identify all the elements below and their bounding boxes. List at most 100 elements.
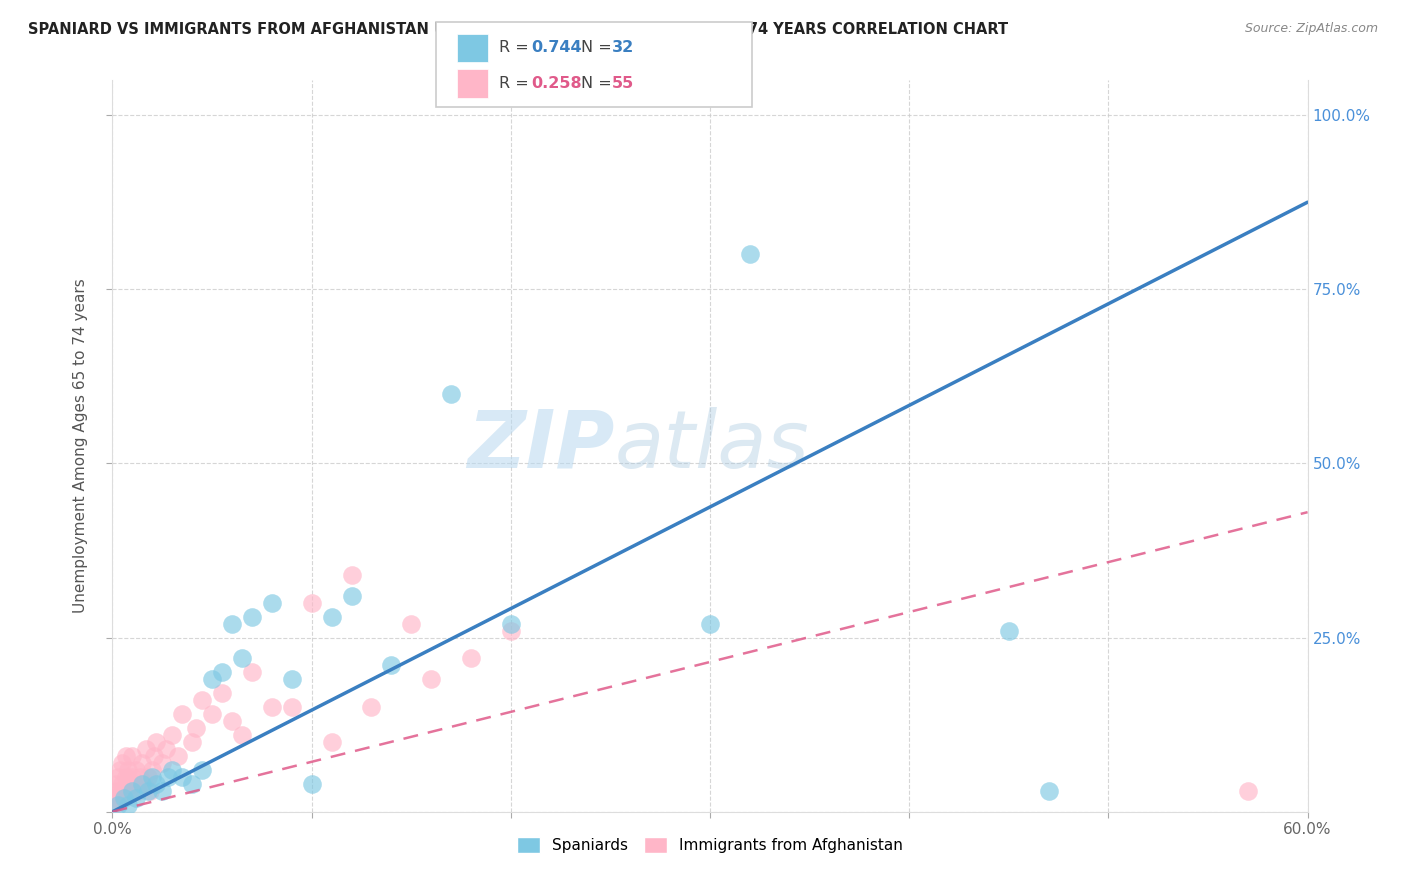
Point: [111, 756, 134, 770]
Point: [111, 790, 134, 805]
Point: [105, 777, 128, 791]
Point: [738, 247, 761, 261]
Point: [135, 742, 157, 756]
Point: [162, 728, 183, 742]
Point: [167, 749, 190, 764]
Point: [240, 609, 263, 624]
Point: [172, 707, 194, 722]
Point: [1038, 784, 1060, 798]
Point: [157, 770, 180, 784]
Point: [121, 784, 143, 798]
Point: [162, 763, 183, 777]
Point: [340, 567, 363, 582]
Point: [125, 763, 148, 777]
Text: N =: N =: [581, 76, 617, 91]
Point: [121, 770, 143, 784]
Point: [186, 721, 208, 735]
Point: [231, 651, 253, 665]
Point: [380, 658, 402, 673]
Point: [138, 770, 160, 784]
Text: atlas: atlas: [614, 407, 810, 485]
Text: N =: N =: [581, 40, 617, 55]
Point: [107, 797, 129, 812]
Point: [115, 749, 138, 764]
Point: [120, 784, 142, 798]
Point: [340, 589, 363, 603]
Point: [117, 777, 139, 791]
Point: [124, 777, 146, 791]
Point: [401, 616, 423, 631]
Point: [145, 777, 167, 791]
Point: [110, 784, 132, 798]
Point: [499, 616, 522, 631]
Point: [211, 686, 233, 700]
Point: [281, 700, 304, 714]
Legend: Spaniards, Immigrants from Afghanistan: Spaniards, Immigrants from Afghanistan: [512, 830, 908, 859]
Text: 55: 55: [612, 76, 634, 91]
Point: [111, 777, 134, 791]
Point: [221, 714, 243, 728]
Point: [301, 777, 323, 791]
Text: 0.744: 0.744: [531, 40, 582, 55]
Point: [155, 742, 177, 756]
Point: [699, 616, 721, 631]
Point: [360, 700, 382, 714]
Text: 32: 32: [612, 40, 634, 55]
Point: [105, 784, 128, 798]
Point: [499, 624, 522, 638]
Point: [139, 784, 162, 798]
Point: [172, 770, 194, 784]
Point: [201, 707, 224, 722]
Point: [117, 763, 139, 777]
Point: [103, 797, 125, 812]
Point: [420, 673, 443, 687]
Point: [221, 616, 243, 631]
Point: [121, 749, 143, 764]
Y-axis label: Unemployment Among Ages 65 to 74 years: Unemployment Among Ages 65 to 74 years: [73, 278, 89, 614]
Point: [301, 596, 323, 610]
Point: [114, 790, 135, 805]
Point: [998, 624, 1021, 638]
Point: [321, 609, 343, 624]
Text: ZIP: ZIP: [467, 407, 614, 485]
Text: Source: ZipAtlas.com: Source: ZipAtlas.com: [1244, 22, 1378, 36]
Point: [107, 770, 129, 784]
Point: [129, 770, 152, 784]
Point: [1237, 784, 1260, 798]
Point: [145, 735, 167, 749]
Point: [260, 700, 283, 714]
Text: SPANIARD VS IMMIGRANTS FROM AFGHANISTAN UNEMPLOYMENT AMONG AGES 65 TO 74 YEARS C: SPANIARD VS IMMIGRANTS FROM AFGHANISTAN …: [28, 22, 1008, 37]
Point: [181, 777, 204, 791]
Point: [131, 777, 153, 791]
Point: [127, 784, 149, 798]
Point: [181, 735, 204, 749]
Point: [211, 665, 233, 680]
Point: [191, 763, 214, 777]
Point: [150, 756, 173, 770]
Point: [117, 797, 139, 812]
Point: [110, 763, 132, 777]
Point: [141, 770, 163, 784]
Point: [143, 749, 166, 764]
Point: [150, 784, 173, 798]
Point: [440, 386, 463, 401]
Point: [460, 651, 482, 665]
Point: [141, 763, 163, 777]
Point: [134, 777, 156, 791]
Text: R =: R =: [499, 76, 534, 91]
Point: [131, 756, 153, 770]
Point: [125, 790, 148, 805]
Point: [260, 596, 283, 610]
Point: [201, 673, 224, 687]
Text: R =: R =: [499, 40, 534, 55]
Point: [138, 784, 160, 798]
Point: [107, 790, 129, 805]
Point: [191, 693, 214, 707]
Point: [240, 665, 263, 680]
Text: 0.258: 0.258: [531, 76, 582, 91]
Point: [281, 673, 304, 687]
Point: [231, 728, 253, 742]
Point: [103, 790, 125, 805]
Point: [321, 735, 343, 749]
Point: [114, 784, 135, 798]
